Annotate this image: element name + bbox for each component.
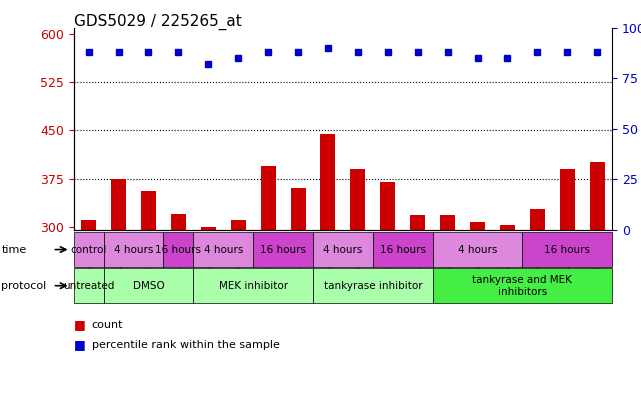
Text: DMSO: DMSO (133, 281, 164, 291)
Text: 16 hours: 16 hours (155, 244, 201, 255)
Bar (590, 162, 604, 230)
Bar (81, 220, 96, 230)
Text: ■: ■ (74, 338, 85, 351)
Text: protocol: protocol (1, 281, 47, 291)
Bar (201, 227, 216, 230)
Bar (470, 222, 485, 230)
Bar (261, 166, 276, 230)
Text: count: count (92, 320, 123, 330)
Bar (141, 191, 156, 230)
Text: control: control (71, 244, 107, 255)
Text: tankyrase and MEK
inhibitors: tankyrase and MEK inhibitors (472, 275, 572, 296)
Text: MEK inhibitor: MEK inhibitor (219, 281, 288, 291)
Text: tankyrase inhibitor: tankyrase inhibitor (324, 281, 422, 291)
Text: time: time (1, 244, 26, 255)
Text: ■: ■ (74, 318, 85, 332)
Text: percentile rank within the sample: percentile rank within the sample (92, 340, 279, 350)
Bar (440, 215, 455, 230)
Bar (500, 226, 515, 230)
Bar (351, 169, 365, 230)
Bar (290, 188, 306, 230)
Bar (231, 220, 246, 230)
Bar (171, 214, 186, 230)
Text: GDS5029 / 225265_at: GDS5029 / 225265_at (74, 14, 242, 30)
Text: 4 hours: 4 hours (323, 244, 363, 255)
Bar (410, 215, 425, 230)
Bar (111, 178, 126, 230)
Text: 16 hours: 16 hours (260, 244, 306, 255)
Bar (530, 209, 545, 230)
Text: 16 hours: 16 hours (544, 244, 590, 255)
Bar (320, 134, 335, 230)
Text: 4 hours: 4 hours (458, 244, 497, 255)
Text: 4 hours: 4 hours (204, 244, 243, 255)
Text: 16 hours: 16 hours (379, 244, 426, 255)
Bar (560, 169, 575, 230)
Text: untreated: untreated (63, 281, 114, 291)
Bar (380, 182, 395, 230)
Text: 4 hours: 4 hours (114, 244, 153, 255)
